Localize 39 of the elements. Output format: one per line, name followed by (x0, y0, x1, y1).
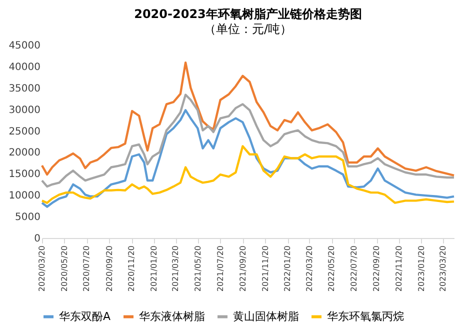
x-tick-label: 2021/03/20 (171, 246, 180, 292)
x-tick-label: 2022/07/20 (350, 246, 359, 292)
y-tick-label: 25000 (8, 126, 40, 138)
x-tick-label: 2021/05/20 (194, 246, 203, 292)
x-tick-label: 2021/01/20 (150, 246, 159, 292)
x-tick-label: 2022/05/20 (327, 246, 336, 292)
x-tick-label: 2021/11/20 (260, 246, 270, 292)
y-tick-label: 35000 (8, 83, 40, 94)
y-tick-label: 40000 (8, 62, 40, 73)
legend-label: 华东环氧氯丙烷 (327, 310, 404, 323)
x-tick-label: 2020/07/20 (82, 246, 92, 292)
y-tick-label: 20000 (8, 148, 40, 159)
chart-subtitle: （单位：元/吨） (204, 22, 292, 36)
legend-label: 黄山固体树脂 (233, 310, 299, 323)
y-tick-label: 15000 (8, 169, 40, 180)
x-tick-label: 2023/03/20 (438, 246, 448, 292)
legend-label: 华东双酚A (59, 310, 111, 323)
x-tick-label: 2020/03/20 (38, 246, 46, 292)
legend-label: 华东液体树脂 (139, 310, 205, 323)
x-tick-label: 2021/09/20 (238, 246, 248, 292)
line-series (40, 61, 456, 176)
x-tick-label: 2020/05/20 (60, 246, 69, 292)
x-tick-label: 2022/11/20 (394, 246, 404, 292)
line-series (40, 109, 456, 208)
y-tick-label: 0 (34, 234, 40, 244)
x-tick-label: 2022/01/20 (283, 246, 292, 292)
line-series (40, 94, 456, 188)
x-tick-label: 2023/01/20 (416, 246, 426, 292)
y-tick-label: 45000 (8, 40, 40, 52)
x-tick-label: 2021/07/20 (216, 246, 225, 292)
x-tick-label: 2020/11/20 (127, 246, 136, 292)
chart-title: 2020-2023年环氧树脂产业链价格走势图 (134, 7, 362, 21)
x-tick-label: 2022/09/20 (372, 246, 382, 292)
y-tick-label: 10000 (8, 190, 40, 202)
x-tick-label: 2020/09/20 (104, 246, 114, 292)
line-series (40, 145, 456, 204)
x-tick-label: 2022/03/20 (304, 246, 314, 292)
y-tick-label: 5000 (15, 212, 40, 224)
y-tick-label: 30000 (8, 104, 40, 116)
